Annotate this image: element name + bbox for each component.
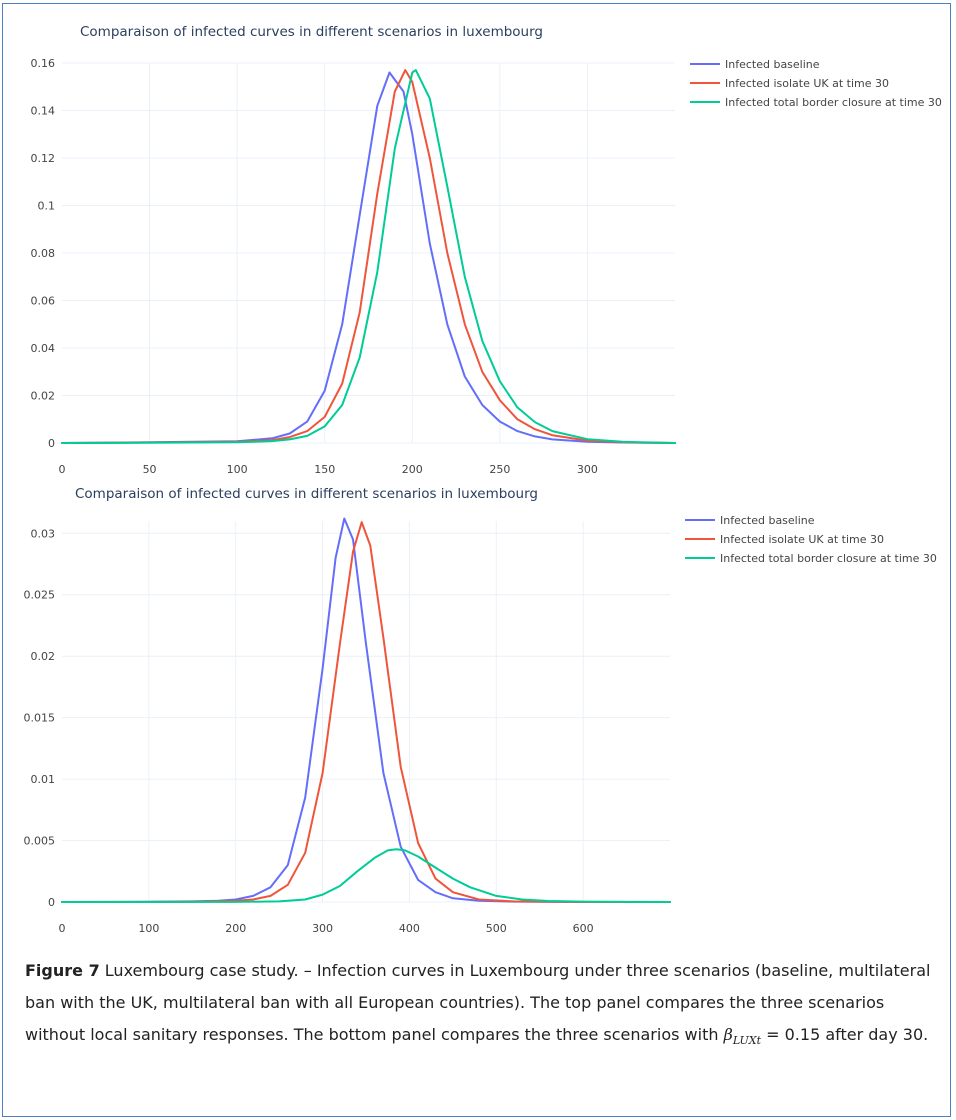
y-tick-label: 0.04 [31,342,56,355]
legend-label: Infected total border closure at time 30 [725,96,942,109]
beta-subscript: LUXt [732,1034,762,1048]
beta-value: = 0.15 [761,1025,821,1044]
y-tick-label: 0.14 [31,105,56,118]
x-tick-label: 500 [486,922,507,935]
caption-text-end: after day 30. [820,1025,929,1044]
legend-label: Infected baseline [725,58,820,71]
legend-label: Infected baseline [720,514,815,527]
series-line-0 [61,71,676,444]
x-tick-label: 0 [59,922,66,935]
x-tick-label: 100 [227,463,248,476]
x-tick-label: 200 [402,463,423,476]
caption-text: Luxembourg case study. – Infection curve… [25,961,931,1044]
y-tick-label: 0.005 [24,835,56,848]
series-line-2 [61,69,676,444]
x-tick-label: 400 [399,922,420,935]
series-line-1 [61,521,671,903]
figure-frame [2,3,951,1117]
y-tick-label: 0.02 [31,390,56,403]
series-line-1 [61,69,676,444]
x-tick-label: 250 [489,463,510,476]
y-tick-label: 0.025 [24,589,56,602]
chart-top: Comparaison of infected curves in differ… [31,24,942,476]
y-tick-label: 0.03 [31,527,56,540]
x-tick-label: 200 [225,922,246,935]
beta-symbol: β [723,1025,733,1044]
legend-label: Infected total border closure at time 30 [720,552,937,565]
x-tick-label: 100 [138,922,159,935]
x-tick-label: 600 [573,922,594,935]
x-tick-label: 50 [143,463,157,476]
y-tick-label: 0.08 [31,247,56,260]
beta-math: βLUXt [723,1025,762,1048]
y-tick-label: 0.12 [31,152,56,165]
x-tick-label: 150 [314,463,335,476]
y-tick-label: 0.16 [31,57,56,70]
series-line-2 [61,848,671,903]
x-tick-label: 300 [577,463,598,476]
y-tick-label: 0.02 [31,650,56,663]
y-tick-label: 0 [48,437,55,450]
chart-title: Comparaison of infected curves in differ… [80,24,543,40]
y-tick-label: 0.06 [31,295,56,308]
y-tick-label: 0.1 [38,200,56,213]
y-tick-label: 0.01 [31,773,56,786]
figure-caption: Figure 7 Luxembourg case study. – Infect… [25,955,940,1057]
legend-label: Infected isolate UK at time 30 [725,77,889,90]
series-line-0 [61,517,671,903]
legend-label: Infected isolate UK at time 30 [720,533,884,546]
chart-title: Comparaison of infected curves in differ… [75,486,538,502]
figure-label: Figure 7 [25,961,100,980]
x-tick-label: 300 [312,922,333,935]
y-tick-label: 0 [48,896,55,909]
chart-bottom: Comparaison of infected curves in differ… [24,486,937,935]
y-tick-label: 0.015 [24,712,56,725]
x-tick-label: 0 [59,463,66,476]
